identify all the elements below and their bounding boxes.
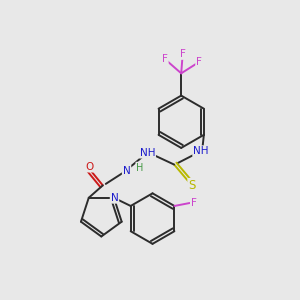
Text: N: N xyxy=(111,193,119,203)
Text: NH: NH xyxy=(140,148,155,158)
Text: NH: NH xyxy=(193,146,208,156)
Text: N: N xyxy=(123,166,130,176)
Text: F: F xyxy=(162,54,168,64)
Text: O: O xyxy=(85,162,94,172)
Text: H: H xyxy=(136,163,144,172)
Text: F: F xyxy=(191,198,197,208)
Text: F: F xyxy=(196,57,202,67)
Text: S: S xyxy=(188,179,196,192)
Text: F: F xyxy=(180,49,186,59)
